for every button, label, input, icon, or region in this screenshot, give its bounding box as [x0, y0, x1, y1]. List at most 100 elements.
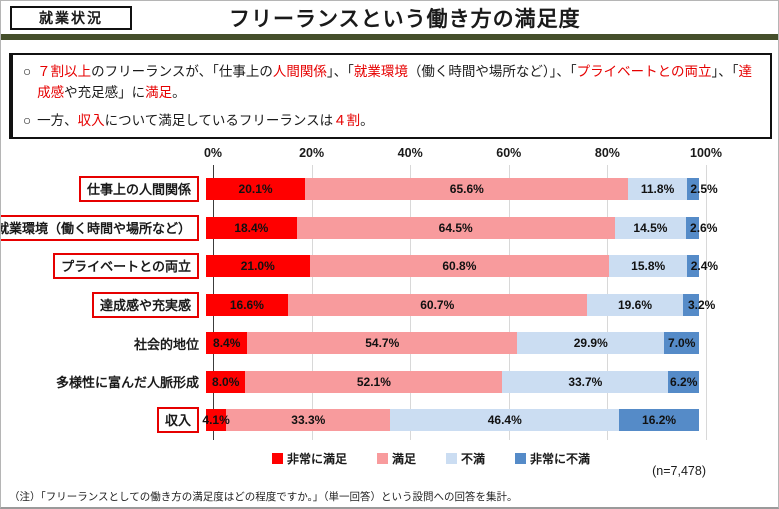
- summary-bullet: ○ 一方、収入について満足しているフリーランスは４割。: [23, 111, 758, 132]
- value-label: 60.7%: [420, 297, 455, 312]
- bar-row: 社会的地位 8.4% 54.7% 29.9% 7.0%: [1, 324, 778, 363]
- bar-segment: 16.2%: [619, 409, 699, 432]
- category-cell: 達成感や充実感: [1, 291, 206, 318]
- footnote: （注）「フリーランスとしての働き方の満足度はどの程度ですか。」（単一回答）という…: [9, 491, 518, 503]
- value-label: 18.4%: [234, 220, 269, 235]
- bar-segment: 29.9%: [517, 332, 665, 355]
- legend: 非常に満足 満足 不満 非常に不満: [181, 450, 681, 467]
- axis-tick-label: 20%: [299, 146, 325, 160]
- stacked-bar: 8.4% 54.7% 29.9% 7.0%: [206, 332, 699, 355]
- bar-row: プライベートとの両立 21.0% 60.8% 15.8% 2.4%: [1, 247, 778, 286]
- legend-item: 非常に不満: [515, 450, 590, 467]
- summary-box: ○ ７割以上のフリーランスが、「仕事上の人間関係」、「就業環境（働く時間や場所など…: [9, 53, 772, 139]
- bar-segment: 7.0%: [664, 332, 699, 355]
- value-label: 2.4%: [690, 259, 719, 274]
- value-label: 52.1%: [356, 374, 391, 389]
- legend-item: 非常に満足: [271, 450, 347, 467]
- bar-row: 就業環境（働く時間や場所など） 18.4% 64.5% 14.5% 2.6%: [1, 209, 778, 248]
- bar-segment: 54.7%: [247, 332, 518, 355]
- bar-segment: 2.5%: [686, 178, 718, 201]
- value-label: 7.0%: [668, 336, 696, 351]
- legend-label: 満足: [391, 452, 416, 466]
- category-label: 就業環境（働く時間や場所など）: [1, 214, 199, 241]
- axis-tick-label: 100%: [690, 146, 722, 160]
- value-label: 29.9%: [573, 336, 608, 351]
- value-label: 6.2%: [670, 374, 698, 389]
- bar-segment: 8.4%: [206, 332, 248, 355]
- value-label: 54.7%: [365, 336, 400, 351]
- bar-segment: 33.3%: [226, 409, 391, 432]
- value-label: 4.1%: [202, 413, 230, 428]
- value-label: 65.6%: [449, 182, 484, 197]
- bar-segment: 64.5%: [296, 216, 615, 239]
- value-label: 3.2%: [687, 297, 716, 312]
- value-label: 2.5%: [690, 182, 718, 197]
- bar-segment: 52.1%: [245, 370, 503, 393]
- category-cell: 社会的地位: [1, 334, 206, 353]
- value-label: 16.6%: [229, 297, 264, 312]
- bar-rows: 仕事上の人間関係 20.1% 65.6% 11.8% 2.5% 就業環境（働く時間や場所な…: [1, 165, 778, 440]
- bar-segment: 65.6%: [305, 178, 629, 201]
- section-tag-box: 就業状況: [10, 6, 132, 30]
- bar-row: 収入 4.1% 33.3% 46.4% 16.2%: [1, 401, 778, 440]
- summary-bullet-text: 一方、収入について満足しているフリーランスは４割。: [37, 112, 374, 128]
- bar-segment: 2.6%: [686, 216, 717, 239]
- sample-size: (n=7,478): [652, 464, 706, 478]
- stacked-bar: 16.6% 60.7% 19.6% 3.2%: [206, 293, 715, 316]
- legend-swatch-icon: [271, 453, 283, 464]
- header-divider: [1, 34, 778, 40]
- category-label: 多様性に富んだ人脈形成: [55, 375, 199, 391]
- legend-swatch-icon: [515, 453, 527, 464]
- value-label: 33.7%: [568, 374, 603, 389]
- bar-segment: 4.1%: [202, 409, 230, 432]
- summary-bullet-text: ７割以上のフリーランスが、「仕事上の人間関係」、「就業環境（働く時間や場所など）…: [37, 64, 752, 100]
- value-label: 60.8%: [442, 259, 477, 274]
- bar-segment: 16.6%: [206, 293, 288, 316]
- axis-tick-label: 80%: [594, 146, 620, 160]
- bar-segment: 6.2%: [668, 370, 699, 393]
- summary-bullets: ○ ７割以上のフリーランスが、「仕事上の人間関係」、「就業環境（働く時間や場所など…: [23, 62, 758, 132]
- value-label: 46.4%: [487, 413, 522, 428]
- legend-label: 不満: [461, 452, 486, 466]
- category-label: 収入: [156, 407, 199, 434]
- legend-label: 非常に満足: [286, 452, 347, 466]
- legend-item: 不満: [446, 450, 485, 467]
- category-label: 達成感や充実感: [91, 291, 199, 318]
- value-label: 8.4%: [213, 336, 241, 351]
- page-title: フリーランスという働き方の満足度: [229, 8, 581, 31]
- x-axis: 0% 20% 40% 60% 80% 100%: [204, 146, 722, 166]
- bar-segment: 46.4%: [390, 409, 620, 432]
- bar-segment: 18.4%: [206, 216, 297, 239]
- value-label: 64.5%: [438, 220, 473, 235]
- legend-swatch-icon: [446, 453, 457, 464]
- bar-segment: 20.1%: [206, 178, 306, 201]
- legend-swatch-icon: [376, 453, 388, 464]
- axis-tick-label: 0%: [203, 146, 223, 160]
- value-label: 20.1%: [238, 182, 273, 197]
- bullet-circle-icon: ○: [23, 64, 32, 79]
- bar-segment: 33.7%: [502, 370, 669, 393]
- bar-segment: 2.4%: [687, 255, 718, 278]
- section-tag-label: 就業状況: [39, 10, 103, 26]
- category-label: プライベートとの両立: [53, 253, 199, 280]
- value-label: 11.8%: [640, 182, 675, 197]
- bar-segment: 21.0%: [206, 255, 310, 278]
- value-label: 19.6%: [617, 297, 652, 312]
- value-label: 16.2%: [642, 413, 677, 428]
- stacked-bar: 21.0% 60.8% 15.8% 2.4%: [206, 255, 718, 278]
- category-label: 社会的地位: [133, 336, 199, 352]
- value-label: 2.6%: [690, 220, 718, 235]
- bar-segment: 60.7%: [287, 293, 587, 316]
- bullet-circle-icon: ○: [23, 112, 32, 128]
- bar-row: 多様性に富んだ人脈形成 8.0% 52.1% 33.7% 6.2%: [1, 363, 778, 402]
- stacked-bar: 4.1% 33.3% 46.4% 16.2%: [202, 409, 699, 432]
- bar-segment: 19.6%: [586, 293, 684, 316]
- value-label: 8.0%: [212, 374, 240, 389]
- bar-segment: 14.5%: [614, 216, 687, 239]
- category-cell: 収入: [1, 407, 206, 434]
- axis-tick-label: 40%: [397, 146, 423, 160]
- bar-segment: 15.8%: [609, 255, 688, 278]
- value-label: 15.8%: [631, 259, 666, 274]
- bar-segment: 60.8%: [309, 255, 610, 278]
